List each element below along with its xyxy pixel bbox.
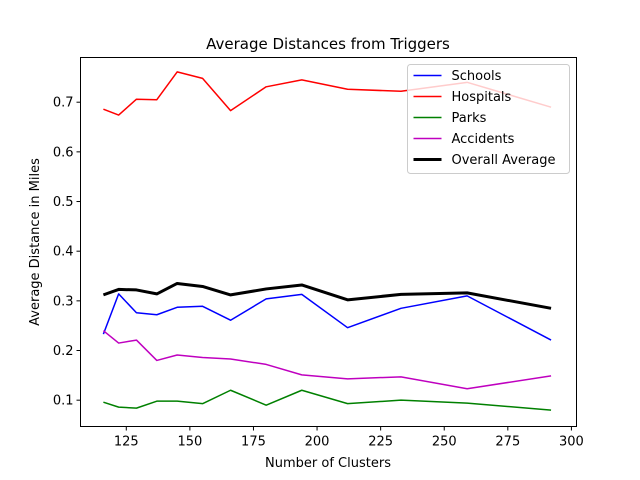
legend-label-4: Overall Average <box>452 153 556 168</box>
y-tick-label: 0.1 <box>53 394 74 409</box>
x-tick-label: 175 <box>241 435 266 450</box>
x-tick-label: 300 <box>559 435 584 450</box>
x-tick-label: 125 <box>114 435 139 450</box>
x-tick-label: 200 <box>305 435 330 450</box>
legend-label-1: Hospitals <box>452 90 512 105</box>
x-axis-label: Number of Clusters <box>265 456 391 471</box>
x-axis: 125 150 175 200 225 250 275 300 <box>114 426 584 450</box>
y-tick-label: 0.5 <box>53 195 74 210</box>
x-tick-label: 250 <box>432 435 457 450</box>
plot-frame <box>80 57 577 427</box>
series-line-3 <box>102 330 552 390</box>
series-line-4 <box>102 281 552 310</box>
y-tick-label: 0.4 <box>53 245 74 260</box>
legend: Schools Hospitals Parks Accidents Overall Av… <box>407 64 570 174</box>
x-tick-label: 150 <box>177 435 202 450</box>
y-axis-label: Average Distance in Miles <box>28 158 43 326</box>
y-axis: 0.1 0.2 0.3 0.4 0.5 0.6 0.7 <box>53 96 81 409</box>
series-line-1 <box>103 71 552 116</box>
x-tick-label: 275 <box>495 435 520 450</box>
y-tick-label: 0.3 <box>53 294 74 309</box>
y-tick-label: 0.2 <box>53 344 74 359</box>
x-tick-label: 225 <box>368 435 393 450</box>
legend-box <box>407 64 570 174</box>
legend-label-3: Accidents <box>452 132 515 147</box>
chart-title: Average Distances from Triggers <box>206 35 450 53</box>
plot-lines <box>102 71 552 411</box>
legend-label-0: Schools <box>452 69 502 84</box>
series-line-0 <box>102 293 552 341</box>
y-tick-label: 0.7 <box>53 96 74 111</box>
series-line-2 <box>103 389 552 411</box>
y-tick-label: 0.6 <box>53 145 74 160</box>
legend-label-2: Parks <box>452 111 487 126</box>
